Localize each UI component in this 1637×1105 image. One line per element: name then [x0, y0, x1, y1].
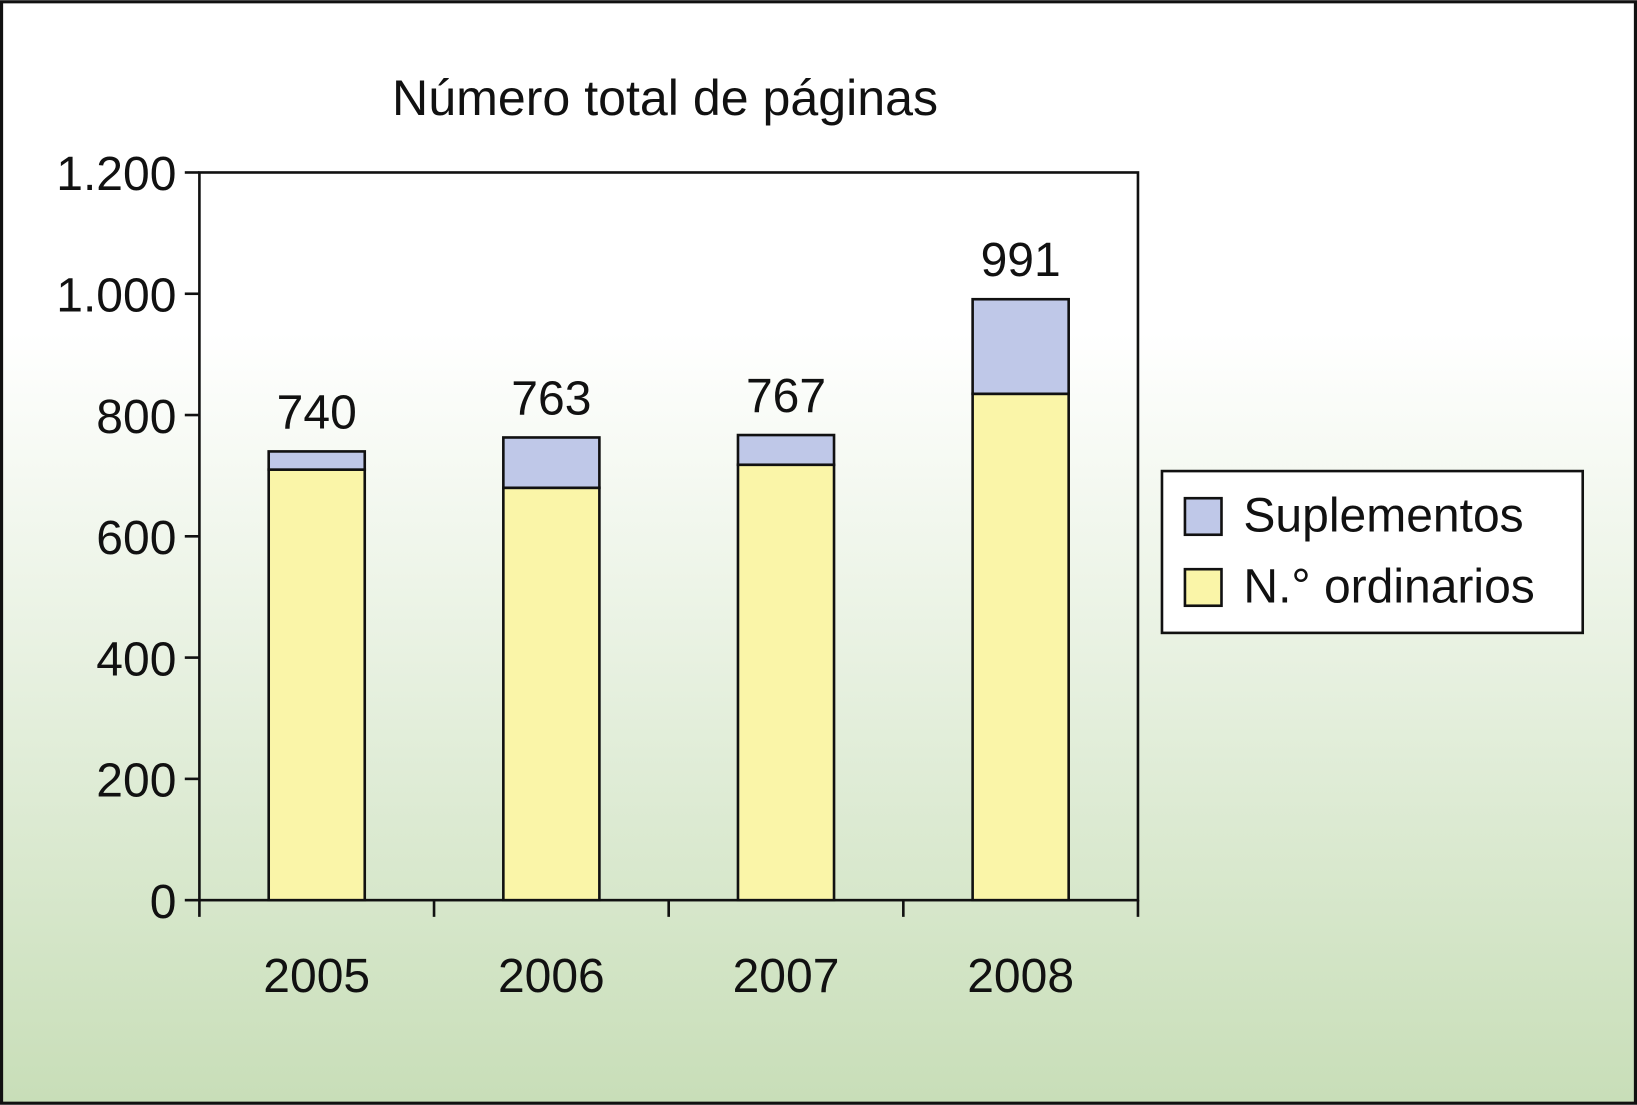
bar-segment: [502, 486, 601, 902]
bar-segment: [267, 468, 367, 902]
x-tick-label: 2007: [733, 950, 840, 1003]
x-tick-label: 2005: [263, 950, 370, 1003]
y-tick-label: 400: [96, 633, 176, 686]
bar-segment: [971, 297, 1070, 396]
y-tick-label: 1.000: [56, 270, 176, 323]
total-label: 991: [981, 234, 1061, 287]
y-tick-label: 1.200: [56, 148, 176, 201]
legend-swatch: [1183, 567, 1223, 608]
legend-swatch: [1183, 496, 1223, 537]
chart-title: Número total de páginas: [392, 70, 938, 126]
y-tick-label: 200: [96, 755, 176, 808]
total-label: 763: [511, 373, 591, 426]
bar-segment: [971, 392, 1070, 902]
total-label: 740: [277, 386, 357, 439]
bar-segment: [736, 433, 836, 467]
legend-label: Suplementos: [1243, 490, 1523, 543]
x-tick-label: 2008: [967, 950, 1074, 1003]
y-tick-label: 800: [96, 391, 176, 444]
x-tick-label: 2006: [498, 950, 605, 1003]
y-tick-label: 600: [96, 512, 176, 565]
total-label: 767: [746, 370, 826, 423]
y-tick-label: 0: [150, 876, 177, 929]
legend-label: N.° ordinarios: [1243, 561, 1534, 614]
legend-box: [1160, 469, 1585, 635]
bar-segment: [736, 463, 836, 902]
bar-segment: [502, 436, 601, 490]
bar-segment: [267, 450, 367, 471]
